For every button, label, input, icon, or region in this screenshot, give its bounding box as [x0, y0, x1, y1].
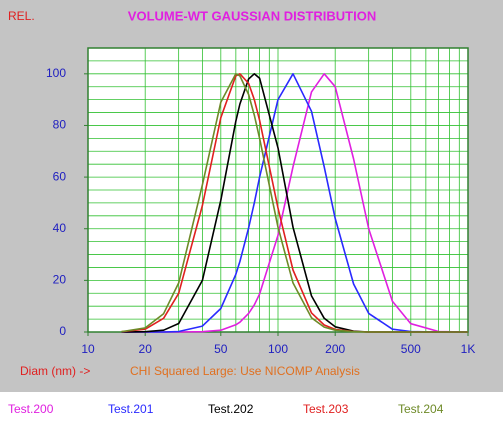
legend-entry: Test.200: [8, 402, 54, 416]
legend-entry: Test.202: [208, 402, 254, 416]
x-tick-label: 200: [325, 342, 345, 356]
y-tick-label: 40: [53, 221, 67, 235]
y-tick-label: 80: [53, 118, 67, 132]
annotation: CHI Squared Large: Use NICOMP Analysis: [130, 364, 360, 378]
legend-entry: Test.201: [108, 402, 154, 416]
chart-title: VOLUME-WT GAUSSIAN DISTRIBUTION: [128, 8, 376, 23]
x-tick-label: 100: [268, 342, 288, 356]
y-tick-label: 60: [53, 169, 67, 183]
x-tick-label: 10: [81, 342, 95, 356]
series-line: [121, 73, 468, 333]
x-tick-label: 50: [214, 342, 228, 356]
series-line: [121, 73, 469, 333]
x-tick-label: 20: [139, 342, 153, 356]
legend-entry: Test.204: [398, 402, 444, 416]
legend-entry: Test.203: [303, 402, 349, 416]
y-tick-label: 20: [53, 273, 67, 287]
x-tick-label: 500: [401, 342, 421, 356]
x-tick-label: 1K: [461, 342, 476, 356]
series-line: [121, 73, 468, 333]
y-axis-label: REL.: [8, 9, 35, 23]
x-axis-label: Diam (nm) ->: [20, 364, 90, 378]
y-tick-label: 0: [59, 324, 66, 338]
y-tick-label: 100: [46, 66, 66, 80]
